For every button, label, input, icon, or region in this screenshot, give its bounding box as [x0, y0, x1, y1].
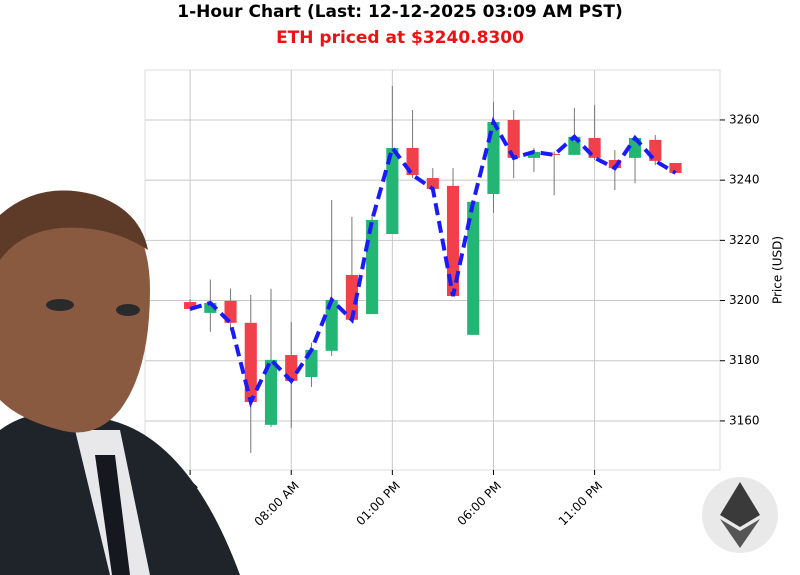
candle-body — [285, 355, 298, 381]
candle-body — [446, 185, 460, 297]
y-tick-label: 3180 — [729, 353, 760, 367]
y-tick-label: 3240 — [729, 173, 760, 187]
candle-body — [325, 299, 338, 351]
avatar — [0, 190, 240, 575]
x-tick-label: 11:00 PM — [556, 479, 605, 528]
chart-title: 1-Hour Chart (Last: 12-12-2025 03:09 AM … — [177, 2, 622, 22]
candle-body — [204, 302, 217, 313]
candle-body — [669, 163, 682, 173]
chart-subtitle: ETH priced at $3240.8300 — [276, 28, 524, 48]
plot-layer: 31603180320032203240326003:00 AM08:00 AM… — [145, 70, 760, 529]
y-tick-label: 3200 — [729, 293, 760, 307]
candle-body — [426, 178, 439, 189]
candle-body — [467, 201, 480, 335]
candle-body — [507, 119, 520, 158]
candle-body — [386, 147, 399, 235]
close-line — [189, 116, 677, 408]
x-tick-label: 06:00 PM — [455, 479, 504, 528]
candle-body — [184, 302, 197, 309]
x-tick-label: 08:00 AM — [252, 479, 302, 529]
eth-logo — [702, 477, 778, 553]
x-tick-label: 01:00 PM — [353, 479, 402, 528]
candle-body — [608, 159, 621, 169]
candle-body — [345, 274, 358, 320]
y-axis-label: Price (USD) — [771, 236, 785, 304]
candle-body — [366, 219, 379, 315]
y-tick-label: 3160 — [729, 413, 760, 427]
candle-body — [527, 151, 540, 158]
y-tick-label: 3220 — [729, 233, 760, 247]
candle-body — [264, 359, 278, 425]
plot-frame — [144, 69, 721, 471]
candle-body — [548, 153, 561, 155]
y-tick-label: 3260 — [729, 112, 760, 126]
